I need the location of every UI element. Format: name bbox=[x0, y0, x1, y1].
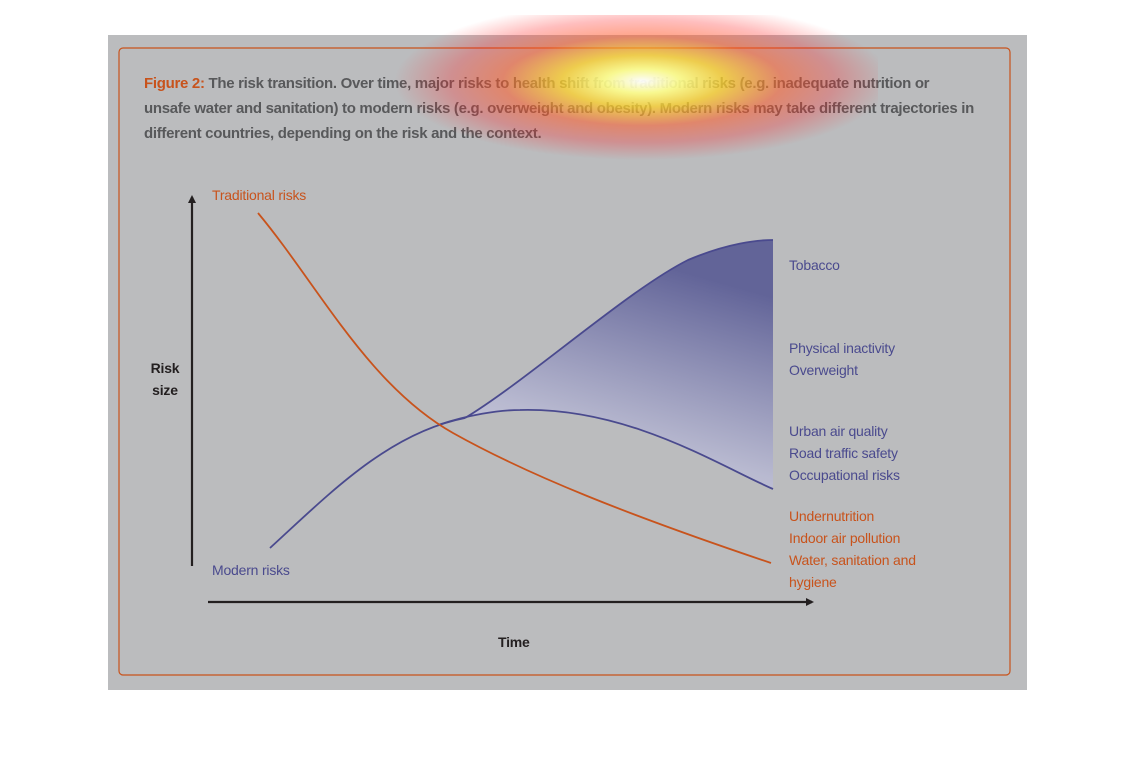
outcome-label: Water, sanitation and bbox=[789, 552, 916, 568]
y-axis-label-line1: Risk bbox=[150, 360, 180, 376]
x-axis-label: Time bbox=[498, 634, 530, 650]
modern-risk-spread-area bbox=[465, 240, 773, 489]
outcome-label: Overweight bbox=[789, 362, 858, 378]
outcome-label: Tobacco bbox=[789, 257, 840, 273]
outcome-label: hygiene bbox=[789, 574, 837, 590]
traditional-risks-label: Traditional risks bbox=[212, 187, 307, 203]
modern-outcomes-top: Tobacco bbox=[789, 254, 840, 276]
figure-panel: Figure 2: The risk transition. Over time… bbox=[108, 15, 1027, 690]
outcome-label: Undernutrition bbox=[789, 508, 875, 524]
modern-outcomes-middle: Physical inactivity Overweight bbox=[789, 337, 895, 381]
modern-risks-label: Modern risks bbox=[212, 562, 290, 578]
figure-caption: Figure 2: The risk transition. Over time… bbox=[144, 71, 974, 146]
modern-risks-upper-trajectory bbox=[464, 239, 774, 419]
caption-text: The risk transition. Over time, major ri… bbox=[144, 75, 974, 142]
modern-risks-curve bbox=[269, 417, 466, 549]
outcome-label: Physical inactivity bbox=[789, 340, 895, 356]
traditional-risks-curve bbox=[257, 212, 772, 564]
traditional-outcomes: Undernutrition Indoor air pollution Wate… bbox=[789, 505, 916, 593]
outcome-label: Indoor air pollution bbox=[789, 530, 901, 546]
y-axis-label: Risk size bbox=[150, 357, 180, 401]
modern-outcomes-bottom: Urban air quality Road traffic safety Oc… bbox=[789, 420, 900, 486]
outcome-label: Occupational risks bbox=[789, 467, 900, 483]
outcome-label: Road traffic safety bbox=[789, 445, 898, 461]
outcome-label: Urban air quality bbox=[789, 423, 888, 439]
modern-risks-lower-trajectory bbox=[437, 409, 774, 490]
y-axis-label-line2: size bbox=[152, 382, 178, 398]
figure-label: Figure 2: bbox=[144, 75, 205, 92]
